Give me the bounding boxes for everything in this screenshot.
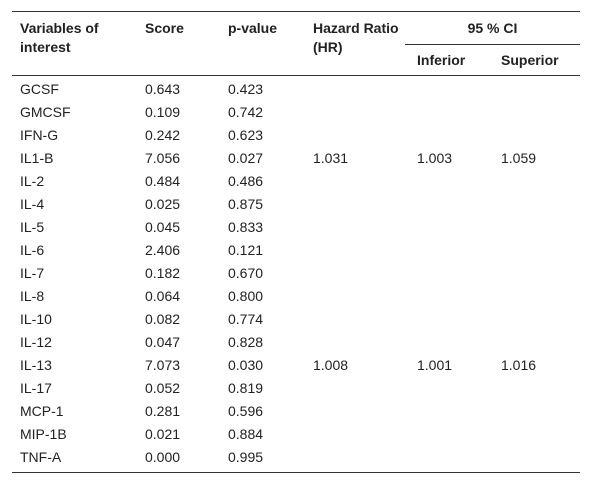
header-superior: Superior bbox=[501, 52, 559, 68]
cell-score: 2.406 bbox=[145, 242, 181, 258]
cell-variable: IL-2 bbox=[20, 173, 45, 189]
cell-score: 0.025 bbox=[145, 196, 181, 212]
top-border bbox=[12, 11, 580, 12]
cell-inferior: 1.001 bbox=[417, 357, 453, 373]
cell-p-value: 0.486 bbox=[228, 173, 264, 189]
cell-superior: 1.016 bbox=[501, 357, 537, 373]
cell-score: 0.021 bbox=[145, 426, 181, 442]
cell-score: 0.643 bbox=[145, 81, 181, 97]
cell-p-value: 0.423 bbox=[228, 81, 264, 97]
cell-score: 0.082 bbox=[145, 311, 181, 327]
cell-p-value: 0.995 bbox=[228, 449, 264, 465]
cell-hr: 1.008 bbox=[313, 357, 349, 373]
header-border bbox=[12, 75, 580, 76]
cell-p-value: 0.596 bbox=[228, 403, 264, 419]
cell-variable: IL-6 bbox=[20, 242, 45, 258]
header-variables: Variables of interest bbox=[20, 20, 99, 55]
cell-p-value: 0.774 bbox=[228, 311, 264, 327]
cell-p-value: 0.742 bbox=[228, 104, 264, 120]
cell-variable: IL-5 bbox=[20, 219, 45, 235]
cell-p-value: 0.623 bbox=[228, 127, 264, 143]
header-score: Score bbox=[145, 20, 184, 36]
cell-p-value: 0.027 bbox=[228, 150, 264, 166]
header-ci: 95 % CI bbox=[467, 20, 518, 36]
cell-variable: IL-7 bbox=[20, 265, 45, 281]
cell-variable: IL-8 bbox=[20, 288, 45, 304]
cell-variable: IL-13 bbox=[20, 357, 52, 373]
cell-score: 0.000 bbox=[145, 449, 181, 465]
header-p-value: p-value bbox=[228, 20, 278, 36]
cell-variable: MIP-1B bbox=[20, 426, 67, 442]
cell-variable: IL1-B bbox=[20, 150, 54, 166]
header-inferior: Inferior bbox=[417, 52, 466, 68]
cell-p-value: 0.833 bbox=[228, 219, 264, 235]
cell-variable: TNF-A bbox=[20, 449, 62, 465]
cell-p-value: 0.884 bbox=[228, 426, 264, 442]
cell-inferior: 1.003 bbox=[417, 150, 453, 166]
cell-variable: IL-4 bbox=[20, 196, 45, 212]
cell-score: 0.047 bbox=[145, 334, 181, 350]
ci-rule bbox=[405, 44, 580, 45]
cell-variable: IL-12 bbox=[20, 334, 52, 350]
cell-p-value: 0.828 bbox=[228, 334, 264, 350]
header-hr: Hazard Ratio (HR) bbox=[313, 20, 399, 55]
cell-score: 7.073 bbox=[145, 357, 181, 373]
cell-p-value: 0.819 bbox=[228, 380, 264, 396]
cell-score: 0.052 bbox=[145, 380, 181, 396]
cell-score: 0.242 bbox=[145, 127, 181, 143]
cell-score: 0.109 bbox=[145, 104, 181, 120]
cell-score: 0.281 bbox=[145, 403, 181, 419]
cell-score: 0.064 bbox=[145, 288, 181, 304]
cell-variable: IL-17 bbox=[20, 380, 52, 396]
cell-variable: MCP-1 bbox=[20, 403, 64, 419]
cell-variable: IFN-G bbox=[20, 127, 59, 143]
cell-superior: 1.059 bbox=[501, 150, 537, 166]
cell-p-value: 0.030 bbox=[228, 357, 264, 373]
cell-variable: GMCSF bbox=[20, 104, 71, 120]
cell-p-value: 0.800 bbox=[228, 288, 264, 304]
cell-p-value: 0.875 bbox=[228, 196, 264, 212]
cell-score: 0.045 bbox=[145, 219, 181, 235]
cell-score: 7.056 bbox=[145, 150, 181, 166]
cell-score: 0.182 bbox=[145, 265, 181, 281]
cell-hr: 1.031 bbox=[313, 150, 349, 166]
cell-variable: IL-10 bbox=[20, 311, 52, 327]
cell-p-value: 0.121 bbox=[228, 242, 264, 258]
cell-variable: GCSF bbox=[20, 81, 59, 97]
bottom-border bbox=[12, 472, 580, 473]
cell-p-value: 0.670 bbox=[228, 265, 264, 281]
cell-score: 0.484 bbox=[145, 173, 181, 189]
